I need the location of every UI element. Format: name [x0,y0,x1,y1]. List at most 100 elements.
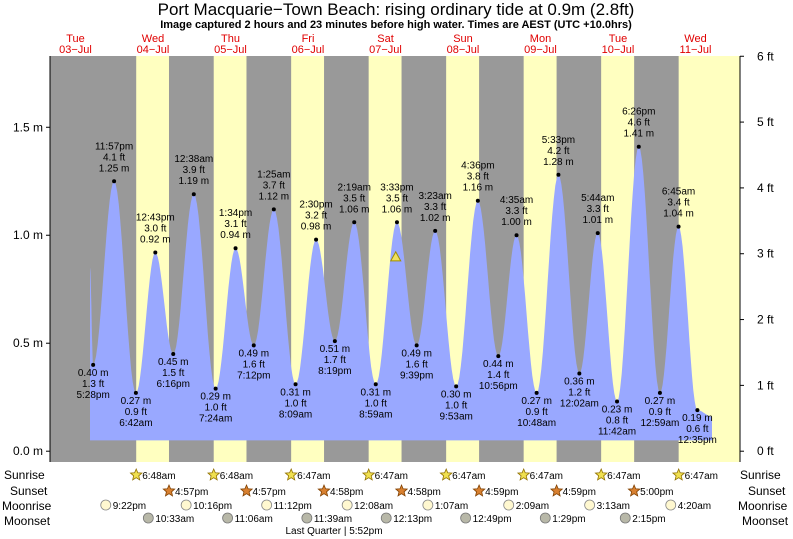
row-label-moonrise-left: Moonrise [2,499,52,513]
sunset-icon [394,483,409,497]
tide-curve-area [90,146,712,441]
sunset-icon [317,483,331,497]
tide-label: 0.92 m [140,235,171,246]
tide-point [615,399,620,404]
tide-label: 4:36pm [461,161,494,172]
tide-label: 0.49 m [401,348,432,359]
tide-point [233,246,238,251]
tide-point [394,220,399,225]
tide-label: 2:19am [338,182,371,193]
moonrise-time: 9:22pm [113,501,146,512]
tide-label: 8:09am [279,409,312,420]
moonrise-icon [180,499,192,511]
sunrise-time: 6:47am [607,471,640,482]
moonset-icon [222,512,233,524]
day-date: 08−Jul [447,44,480,56]
right-axis-label: 1 ft [757,378,774,392]
tide-point [534,390,539,395]
tide-label: 1.2 ft [568,387,590,398]
day-date: 06−Jul [292,44,325,56]
tide-label: 5:33pm [542,135,575,146]
tide-label: 1.28 m [543,157,574,168]
sunrise-icon [361,467,376,481]
sunset-time: 4:59pm [485,487,518,498]
tide-label: 4.1 ft [103,152,125,163]
moonrise-time: 12:08am [354,501,393,512]
tide-label: 12:35pm [678,435,717,446]
left-axis-label: 1.0 m [13,228,43,242]
sunrise-icon [207,467,221,481]
tide-label: 12:02am [560,398,599,409]
day-name: Tue [66,33,85,45]
sunset-time: 4:58pm [330,487,363,498]
sunset-icon [549,483,564,497]
sunset-time: 4:58pm [408,487,441,498]
moonrise-icon [665,499,677,511]
tide-label: 3.0 ft [144,224,166,235]
day-date: 09−Jul [524,44,557,56]
tide-label: 0.40 m [78,368,109,379]
tide-point [676,224,681,229]
tide-label: 6:26pm [622,107,655,118]
tide-label: 0.44 m [483,359,514,370]
tide-label: 0.31 m [280,387,311,398]
tide-label: 3.4 ft [667,198,689,209]
tide-point [332,339,337,344]
sunrise-time: 6:48am [220,471,253,482]
tide-label: 3.1 ft [224,219,246,230]
sunrise-time: 6:48am [142,471,175,482]
tide-label: 0.9 ft [526,407,548,418]
sunrise-icon [594,467,608,481]
tide-point [91,362,96,367]
tide-label: 5:44am [581,193,614,204]
tide-label: 1.01 m [582,215,613,226]
tide-label: 8:19pm [318,366,351,377]
moonrise-icon [341,499,353,511]
tide-label: 3:33pm [380,182,413,193]
right-axis-label: 0 ft [757,444,774,458]
day-date: 04−Jul [137,44,170,56]
tide-label: 3.5 ft [343,193,365,204]
tide-label: 0.9 ft [649,407,671,418]
tide-label: 0.27 m [121,396,152,407]
tide-label: 0.29 m [200,392,231,403]
moonrise-time: 11:12pm [274,501,312,512]
tide-label: 3.8 ft [467,172,489,183]
tide-point [454,384,459,389]
moonset-time: 12:49pm [473,514,512,525]
moonset-time: 2:15pm [632,514,665,525]
tide-point [352,220,357,225]
tide-label: 1.16 m [463,183,494,194]
tide-label: 0.6 ft [686,424,708,435]
tide-label: 1.6 ft [406,359,428,370]
tide-label: 0.19 m [682,413,713,424]
sunrise-time: 6:47am [685,471,718,482]
tide-point [251,343,256,348]
moonrise-time: 1:07am [435,501,468,512]
day-name: Mon [530,33,551,45]
moonrise-time: 2:09am [516,501,549,512]
moonset-time: 10:33am [155,514,194,525]
moonrise-time: 10:16pm [193,501,232,512]
tide-label: 3:23am [418,191,451,202]
tide-label: 1.06 m [339,204,370,215]
tide-label: 12:43pm [136,213,175,224]
tide-point [293,382,298,387]
tide-label: 0.36 m [564,376,595,387]
sunrise-icon [439,467,453,481]
tide-point [636,144,641,149]
tide-label: 6:42am [119,418,152,429]
tide-label: 1.12 m [259,191,290,202]
moonrise-icon [422,499,434,511]
day-name: Fri [302,33,315,45]
tide-label: 1:34pm [219,208,252,219]
tide-label: 0.23 m [602,405,633,416]
tide-label: 3.3 ft [505,206,527,217]
tide-point [577,371,582,376]
day-date: 11−Jul [680,44,712,56]
tide-point [514,233,519,238]
tide-label: 3.7 ft [263,180,285,191]
moonset-time: 11:06am [235,514,273,525]
sunrise-icon [129,467,143,481]
